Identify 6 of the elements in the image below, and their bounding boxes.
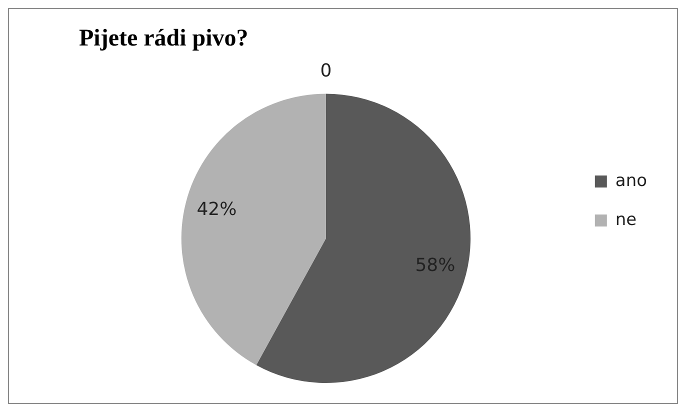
text: 0 [320, 60, 332, 82]
data-label: 42% [196, 199, 237, 220]
legend-label: ne [615, 210, 637, 230]
legend-label: ano [615, 170, 647, 191]
chart-title: Pijete rádi pivo? [79, 26, 248, 52]
data-label: 58% [415, 255, 456, 276]
